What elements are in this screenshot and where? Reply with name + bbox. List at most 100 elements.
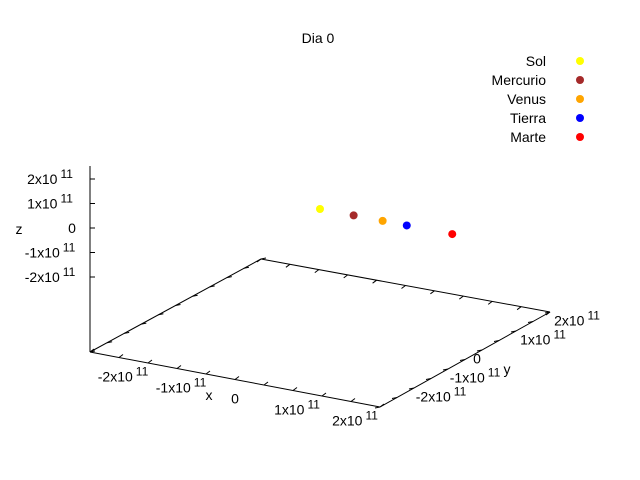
y-tick-label: -2x10 11 [416, 385, 467, 405]
y-back-tick [226, 276, 232, 279]
point-venus [378, 216, 387, 225]
x-back-tick [458, 295, 464, 300]
x-tick-label-mantissa: -1x10 [156, 380, 191, 396]
x-tick-label: -2x10 11 [98, 365, 149, 385]
point-sol [316, 205, 324, 213]
z-tick-label-mantissa: -1x10 [25, 245, 60, 261]
x-tick-label-exponent: 11 [136, 365, 149, 379]
y-front-tick [510, 330, 517, 333]
y-tick-label-exponent: 11 [553, 328, 566, 342]
legend: Sol Mercurio Venus Tierra Marte [492, 53, 584, 145]
y-front-tick [374, 406, 381, 409]
legend-label-marte: Marte [510, 129, 546, 145]
y-front-tick [493, 340, 500, 342]
y-front-tick [442, 368, 449, 371]
x-front-tick [205, 370, 211, 375]
z-tick-label: -1x10 11 [25, 241, 76, 261]
y-tick-label-mantissa: -2x10 [416, 389, 451, 405]
legend-label-sol: Sol [526, 53, 546, 69]
y-back-tick [209, 285, 215, 288]
x-back-tick [430, 290, 435, 295]
y-back-tick [89, 350, 96, 353]
x-axis-label: x [206, 387, 213, 403]
x-back-tick [487, 300, 493, 305]
x-tick-label-mantissa: 0 [231, 391, 239, 407]
point-marte [448, 230, 457, 239]
x-front-tick [263, 381, 269, 386]
x-back-tick [343, 274, 349, 279]
z-tick-label: 0 [68, 220, 76, 236]
x-tick-label: -1x10 11 [156, 376, 207, 396]
x-tick-label-exponent: 11 [307, 398, 320, 412]
x-tick-label-mantissa: -2x10 [98, 369, 133, 385]
legend-label-tierra: Tierra [510, 110, 546, 126]
point-mercurio [349, 211, 358, 220]
x-tick-label-mantissa: 1x10 [274, 402, 305, 418]
y-tick-label: 1x10 11 [520, 328, 566, 348]
y-tick-label-mantissa: -1x10 [450, 370, 485, 386]
y-tick-label-mantissa: 0 [473, 351, 481, 367]
legend-marker-mercurio [576, 76, 584, 84]
y-tick-label: 2x10 11 [554, 309, 600, 329]
x-back-tick [372, 279, 377, 284]
x-tick-label-exponent: 11 [194, 376, 207, 390]
legend-label-venus: Venus [507, 91, 546, 107]
x-front-tick [118, 354, 124, 358]
z-tick-label-mantissa: -2x10 [25, 269, 60, 285]
x-back-tick [285, 263, 291, 268]
x-back-tick [256, 258, 262, 263]
y-tick-label: -1x10 11 [450, 366, 501, 386]
x-back-tick [314, 269, 320, 274]
x-front-tick [321, 392, 327, 397]
legend-label-mercurio: Mercurio [492, 72, 547, 88]
y-axis-label: y [504, 361, 511, 377]
x-tick-label: 1x10 11 [274, 398, 320, 418]
legend-marker-venus [576, 95, 584, 103]
z-tick-label-mantissa: 0 [68, 220, 76, 236]
data-points [316, 205, 457, 239]
y-front-tick [544, 311, 551, 314]
x-front-tick [147, 359, 153, 364]
x-front-tick [292, 387, 298, 391]
y-back-tick [124, 331, 130, 334]
y-tick-label-mantissa: 2x10 [554, 313, 585, 329]
point-tierra [402, 221, 411, 230]
x-back-tick [401, 285, 406, 289]
y-tick-label-exponent: 11 [488, 366, 501, 380]
legend-marker-tierra [576, 114, 584, 122]
z-tick-label-exponent: 11 [63, 265, 76, 279]
y-front-tick [459, 359, 466, 361]
z-axis-label: z [16, 221, 23, 237]
z-tick-label-mantissa: 2x10 [27, 171, 58, 187]
y-front-tick [476, 349, 483, 352]
legend-marker-sol [576, 57, 584, 65]
y-back-tick [158, 313, 164, 316]
z-tick-label: 2x10 11 [27, 167, 73, 187]
y-tick-label: 0 [473, 351, 481, 367]
chart-title: Dia 0 [302, 30, 335, 46]
z-tick-label-exponent: 11 [63, 241, 76, 255]
x-front-tick [176, 365, 182, 369]
x-front-tick [379, 403, 385, 408]
y-back-tick [141, 322, 147, 325]
y-tick-label-exponent: 11 [587, 309, 600, 323]
y-back-tick [260, 257, 267, 260]
y-tick-label-mantissa: 1x10 [520, 332, 551, 348]
x-back-tick [516, 306, 522, 311]
z-tick-label-exponent: 11 [60, 192, 73, 206]
y-back-tick [175, 304, 181, 306]
x-tick-label: 2x10 11 [332, 409, 378, 429]
x-front-tick [350, 398, 356, 402]
axes-group [89, 166, 551, 409]
y-front-tick [425, 378, 432, 380]
x-tick-label: 0 [231, 391, 239, 407]
y-back-tick [107, 341, 113, 344]
z-tick-label-mantissa: 1x10 [27, 196, 58, 212]
y-tick-label-exponent: 11 [454, 385, 467, 399]
y-back-tick [243, 266, 249, 269]
y-front-tick [391, 397, 398, 399]
x-tick-label-mantissa: 2x10 [332, 413, 363, 429]
x-tick-label-exponent: 11 [365, 409, 378, 423]
